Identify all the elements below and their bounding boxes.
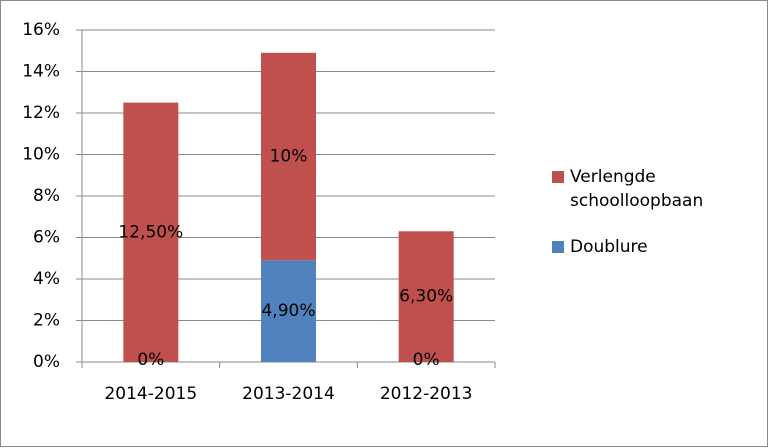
y-tick-label: 12% bbox=[22, 103, 60, 123]
y-tick-label: 8% bbox=[33, 186, 60, 206]
x-tick-label: 2012-2013 bbox=[380, 384, 473, 404]
data-label: 0% bbox=[413, 350, 440, 370]
x-tick-label: 2013-2014 bbox=[242, 384, 335, 404]
bar-segment bbox=[398, 231, 454, 362]
y-tick-label: 4% bbox=[33, 269, 60, 289]
y-tick-label: 6% bbox=[33, 228, 60, 248]
y-tick-label: 2% bbox=[33, 311, 60, 331]
legend-swatch bbox=[552, 171, 564, 183]
data-label: 0% bbox=[137, 350, 164, 370]
legend-label: Doublure bbox=[570, 237, 648, 257]
data-label: 4,90% bbox=[261, 301, 315, 321]
data-label: 12,50% bbox=[118, 222, 183, 242]
bar-segment bbox=[261, 260, 316, 362]
y-tick-label: 0% bbox=[33, 352, 60, 372]
legend-swatch bbox=[552, 241, 564, 253]
x-tick-label: 2014-2015 bbox=[104, 384, 197, 404]
legend-item: Verlengde schoolloopbaan bbox=[552, 165, 752, 213]
legend-item: Doublure bbox=[552, 235, 752, 259]
y-tick-label: 14% bbox=[22, 62, 60, 82]
legend: Verlengde schoolloopbaan Doublure bbox=[552, 165, 752, 281]
bar-segment bbox=[261, 52, 316, 261]
legend-label: Verlengde schoolloopbaan bbox=[570, 167, 704, 211]
data-label: 10% bbox=[270, 147, 308, 167]
y-tick-label: 16% bbox=[22, 20, 60, 40]
data-label: 6,30% bbox=[399, 287, 453, 307]
bar-segment bbox=[123, 102, 179, 362]
y-tick-label: 10% bbox=[22, 145, 60, 165]
